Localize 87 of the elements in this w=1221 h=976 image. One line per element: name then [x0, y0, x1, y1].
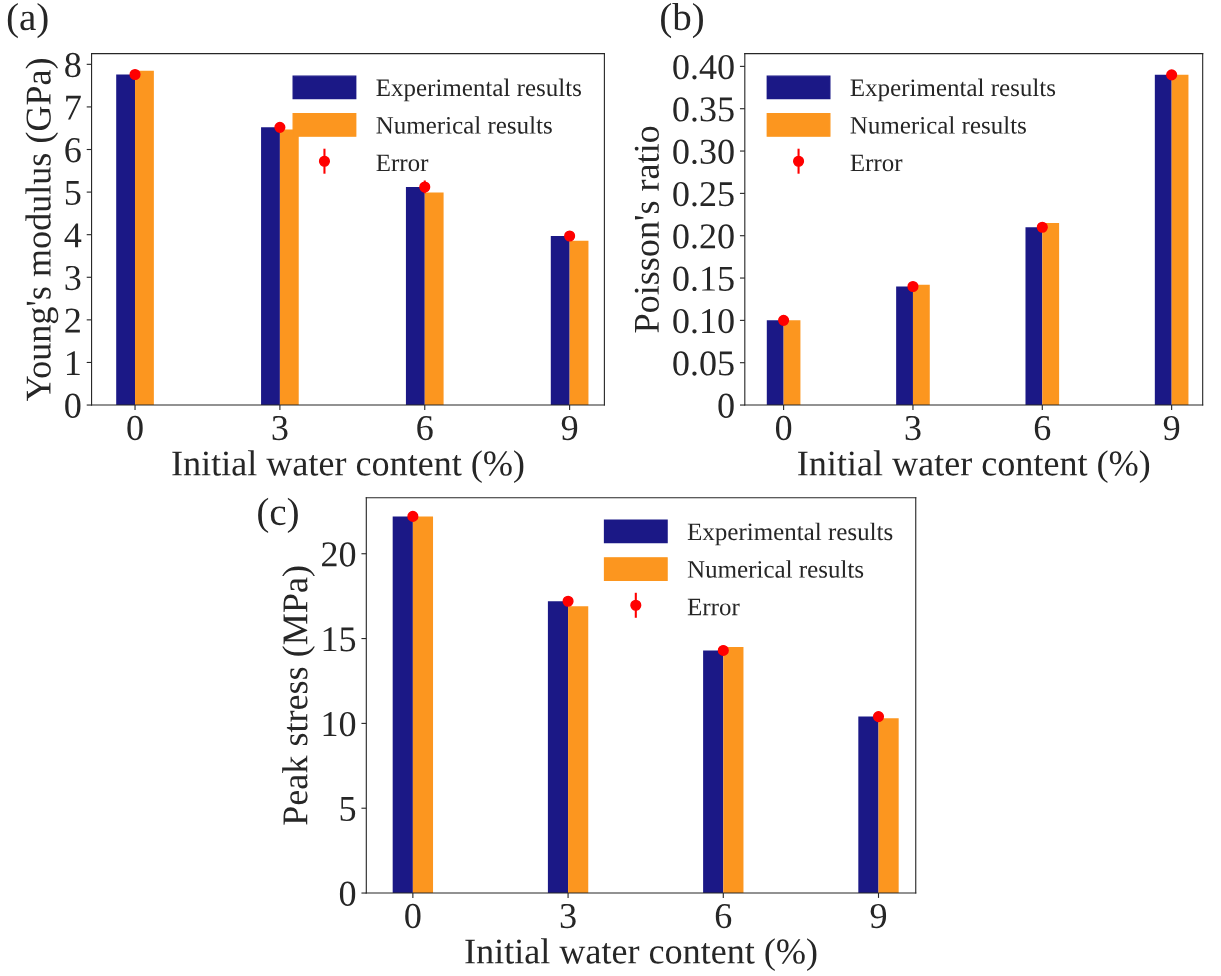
bar: [1154, 74, 1172, 406]
x-tick-label: 9: [870, 903, 887, 929]
bar: [547, 601, 569, 894]
y-axis-title: Peak stress (MPa): [282, 566, 315, 825]
x-tick-label: 6: [417, 415, 433, 441]
y-tick-label: 0.25: [673, 181, 734, 207]
bar: [1042, 223, 1060, 406]
y-tick-label: 0: [65, 393, 81, 418]
text: (a): [7, 2, 48, 39]
x-tick-label: 3: [272, 415, 288, 441]
legend-label: Experimental results: [687, 522, 893, 546]
point: [907, 280, 919, 293]
bar: [424, 192, 444, 406]
bar: [783, 320, 801, 406]
bar: [723, 647, 744, 894]
bar: [858, 716, 879, 894]
bar: [766, 320, 784, 406]
text: (b): [661, 2, 703, 39]
y-axis-title: Poisson's ratio: [634, 126, 659, 333]
bar: [405, 186, 425, 406]
point: [419, 181, 431, 193]
x-tick-label: 0: [775, 415, 792, 441]
y-tick-label: 5: [65, 180, 81, 205]
y-tick-label: 8: [65, 52, 81, 78]
legend-label: Numerical results: [376, 116, 552, 134]
y-tick-label: 0.15: [673, 266, 734, 292]
point: [274, 121, 286, 133]
point: [564, 230, 576, 242]
legend-label: Error: [376, 154, 429, 172]
y-axis-title: Young's modulus (GPa): [25, 58, 59, 401]
bar: [116, 74, 136, 406]
point: [562, 595, 574, 607]
bar: [568, 606, 589, 894]
y-tick-label: 10: [323, 711, 356, 737]
y-tick-label: 1: [66, 351, 80, 375]
y-tick-label: 7: [66, 95, 81, 120]
y-tick-label: 0.30: [673, 139, 734, 165]
bar: [896, 286, 913, 406]
y-tick-label: 0: [339, 881, 356, 906]
x-tick-label: 9: [561, 415, 578, 441]
point: [778, 314, 790, 326]
x-tick-label: 6: [1034, 415, 1051, 441]
legend-label: Error: [687, 598, 740, 616]
bar: [912, 284, 930, 406]
y-tick-label: 0: [718, 393, 734, 418]
y-tick-label: 20: [322, 542, 356, 567]
point: [717, 644, 729, 656]
legend-label: Numerical results: [850, 116, 1026, 134]
point: [1166, 69, 1178, 81]
bar: [412, 516, 434, 894]
legend-label: Experimental results: [376, 78, 581, 102]
y-tick-label: 3: [65, 265, 81, 291]
y-tick-label: 4: [64, 223, 82, 248]
y-tick-label: 0.05: [673, 351, 734, 376]
y-tick-label: 0.40: [673, 54, 734, 80]
bar: [261, 127, 280, 406]
y-tick-label: 0.20: [673, 224, 734, 249]
x-tick-label: 0: [127, 415, 143, 441]
bar: [550, 235, 570, 406]
y-tick-label: 0.35: [673, 97, 734, 122]
y-tick-label: 2: [65, 308, 80, 333]
y-tick-label: 15: [323, 627, 356, 652]
x-tick-label: 3: [560, 903, 576, 929]
point: [129, 68, 141, 81]
x-tick-label: 3: [905, 415, 921, 441]
bar: [135, 70, 154, 406]
x-axis-title: Initial water content (%): [798, 450, 1150, 484]
legend-label: Error: [850, 154, 903, 172]
point: [872, 711, 885, 723]
point: [407, 510, 419, 522]
bar: [878, 718, 899, 894]
x-axis-title: Initial water content (%): [172, 450, 524, 484]
text: (c): [258, 497, 298, 534]
bar: [1171, 74, 1189, 406]
y-tick-label: 5: [340, 797, 356, 822]
x-axis-title: Initial water content (%): [465, 938, 817, 972]
bar: [392, 516, 413, 894]
x-tick-label: 0: [405, 903, 421, 929]
bar: [703, 650, 724, 894]
legend-label: Numerical results: [687, 560, 864, 578]
bar: [1025, 227, 1043, 406]
y-tick-label: 0.10: [673, 308, 734, 334]
bar: [569, 240, 589, 406]
legend-label: Experimental results: [850, 78, 1056, 102]
point: [1036, 221, 1048, 233]
y-tick-label: 6: [65, 138, 81, 163]
x-tick-label: 9: [1163, 415, 1180, 441]
